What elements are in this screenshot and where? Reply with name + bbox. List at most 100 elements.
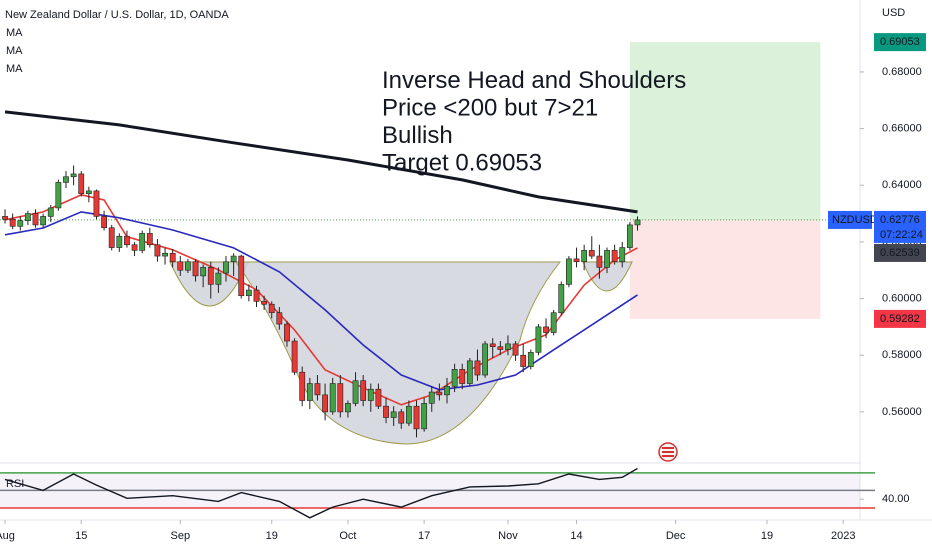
candle-body xyxy=(383,405,389,418)
annotation: Bullish xyxy=(382,122,453,149)
candle-body xyxy=(200,267,207,277)
candle-body xyxy=(421,403,428,430)
candle-body xyxy=(505,343,511,350)
candle-body xyxy=(284,323,290,342)
y-tick-label: 0.68000 xyxy=(882,66,922,78)
candle-body xyxy=(550,312,557,333)
candle-body xyxy=(108,227,115,248)
candle-body xyxy=(268,303,275,314)
candle-body xyxy=(93,190,100,217)
candle-body xyxy=(299,371,306,401)
y-tick-label: 0.64000 xyxy=(882,179,922,191)
candle-body xyxy=(512,343,519,356)
candle-body xyxy=(40,216,47,226)
candle-body xyxy=(101,216,107,229)
x-tick-label: 2023 xyxy=(831,530,855,542)
candle-body xyxy=(543,326,549,333)
y-tick-label: 0.56000 xyxy=(882,406,922,418)
legend-ma: MA xyxy=(6,27,23,39)
flag-icon xyxy=(658,442,678,462)
candle-body xyxy=(116,235,123,248)
candle-body xyxy=(261,301,268,305)
legend-ma: MA xyxy=(6,63,23,75)
candle-body xyxy=(177,261,184,271)
candle-body xyxy=(573,258,580,263)
price-tag-label: 0.69053 xyxy=(880,36,920,48)
legend-ma: MA xyxy=(6,45,23,57)
candle-body xyxy=(520,354,527,367)
candle-body xyxy=(596,255,603,268)
candle-body xyxy=(367,388,374,401)
candle-body xyxy=(497,346,504,350)
y-tick-label: 0.66000 xyxy=(882,123,922,135)
candle-body xyxy=(2,216,8,220)
price-tag-label: 0.59282 xyxy=(880,313,920,325)
candle-body xyxy=(466,360,473,384)
candle-body xyxy=(17,220,24,227)
right-shoulder xyxy=(582,261,633,292)
candle-body xyxy=(306,383,313,401)
candle-body xyxy=(581,250,588,263)
candle-body xyxy=(146,233,153,246)
candle-body xyxy=(527,352,534,367)
candle-body xyxy=(626,224,633,248)
candle-body xyxy=(276,312,283,325)
candle-body xyxy=(489,343,496,348)
x-tick-label: Nov xyxy=(498,530,518,542)
candle-body xyxy=(47,207,54,217)
candle-body xyxy=(398,411,405,424)
candle-body xyxy=(329,383,336,413)
candle-body xyxy=(9,218,16,227)
candle-body xyxy=(390,411,397,418)
price-tag-label: 0.62776 xyxy=(880,214,920,226)
x-tick-label: Dec xyxy=(666,530,686,542)
x-tick-label: Oct xyxy=(339,530,356,542)
ma-line xyxy=(4,211,638,391)
y-tick-label: 0.58000 xyxy=(882,349,922,361)
candle-body xyxy=(238,255,245,297)
price-tag-label: 0.62539 xyxy=(880,247,920,259)
price-tag xyxy=(874,243,926,262)
candle-body xyxy=(85,190,92,195)
candle-body xyxy=(405,405,412,424)
candle-body xyxy=(428,391,435,404)
annotation: Inverse Head and Shoulders xyxy=(382,67,686,94)
price-tag xyxy=(874,309,926,328)
rsi-line xyxy=(4,467,638,519)
candle-body xyxy=(162,252,168,257)
candle-body xyxy=(24,213,31,221)
chart-title: New Zealand Dollar / U.S. Dollar, 1D, OA… xyxy=(5,9,229,21)
y-tick-label: 0.60000 xyxy=(882,292,922,304)
candle-body xyxy=(78,173,85,195)
price-tag xyxy=(874,33,926,52)
candle-body xyxy=(253,289,260,302)
candle-body xyxy=(375,388,382,407)
candle-body xyxy=(291,340,298,373)
x-tick-label: 14 xyxy=(570,530,582,542)
candle-body xyxy=(154,244,161,257)
rsi-tick-label: 40.00 xyxy=(882,493,910,505)
candle-body xyxy=(131,244,138,251)
candle-body xyxy=(588,250,595,257)
x-tick-label: 17 xyxy=(418,530,430,542)
candle-body xyxy=(192,261,199,277)
candle-body xyxy=(611,250,618,263)
stop-zone xyxy=(629,219,821,319)
target-zone xyxy=(629,42,821,220)
candle-body xyxy=(223,261,229,274)
candle-body xyxy=(245,289,252,297)
x-tick-label: 19 xyxy=(761,530,773,542)
price-tag xyxy=(874,210,926,243)
candle-body xyxy=(535,326,542,353)
candle-body xyxy=(322,394,328,413)
candle-body xyxy=(360,380,367,401)
candle-body xyxy=(436,391,443,396)
candle-body xyxy=(451,369,458,387)
candle-body xyxy=(32,213,39,226)
annotation: Target 0.69053 xyxy=(382,150,542,177)
zone-group xyxy=(629,42,821,220)
candle-body xyxy=(169,252,176,263)
candle-body xyxy=(139,233,146,251)
candle-body xyxy=(482,343,488,376)
